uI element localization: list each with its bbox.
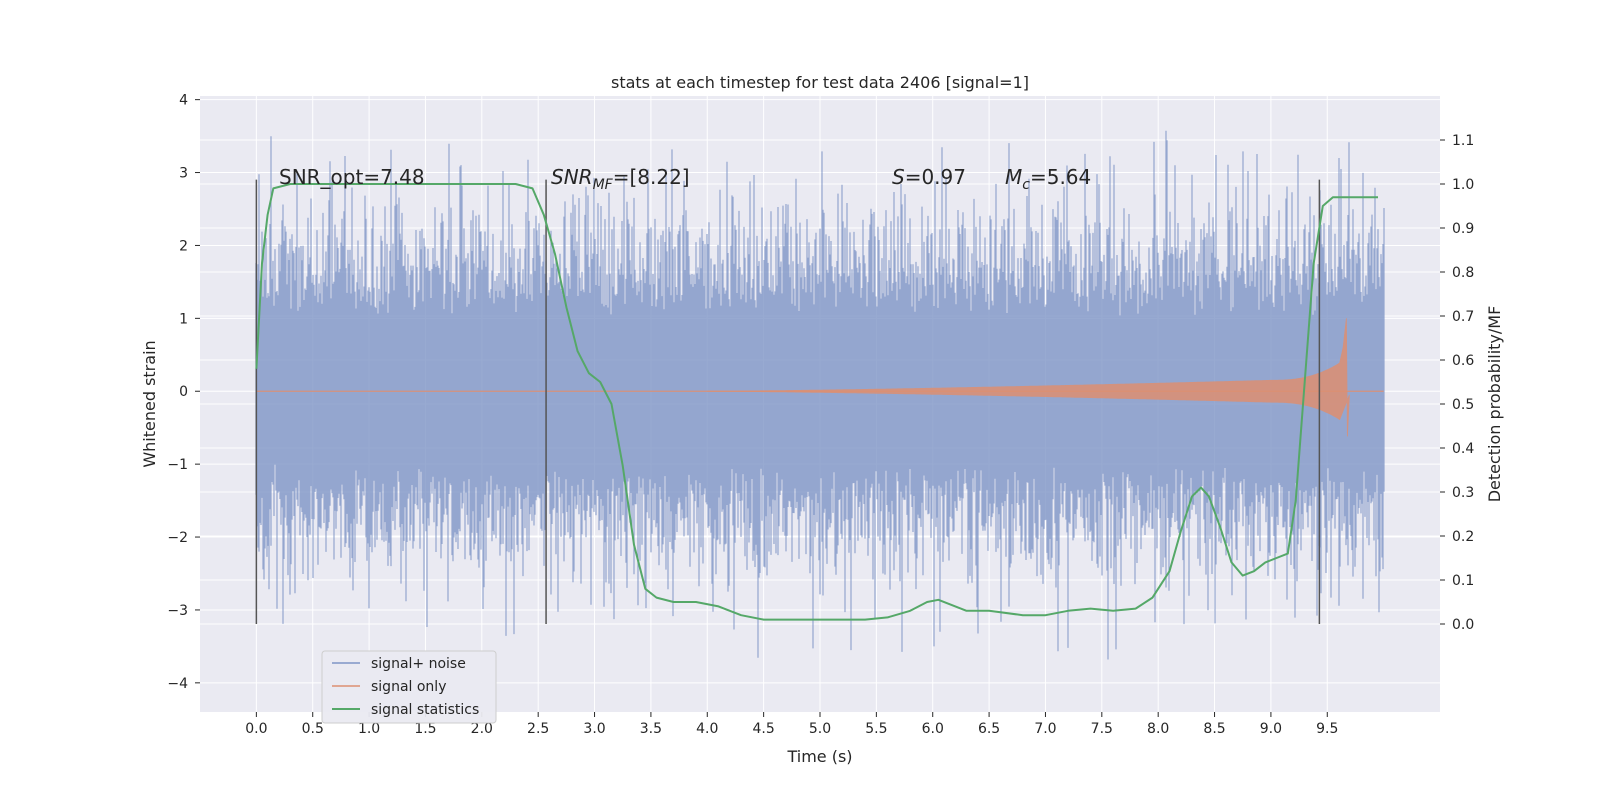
y2-tick-label: 0.8 bbox=[1452, 265, 1474, 281]
legend-entry-signal-noise: signal+ noise bbox=[371, 656, 466, 672]
x-tick-label: 3.0 bbox=[583, 721, 605, 737]
y-tick-label: 1 bbox=[179, 311, 188, 327]
x-tick-label: 7.5 bbox=[1091, 721, 1113, 737]
y-tick-label: 3 bbox=[179, 166, 188, 182]
x-tick-label: 2.5 bbox=[527, 721, 549, 737]
mc-label: M bbox=[1005, 165, 1022, 189]
x-tick-label: 2.0 bbox=[471, 721, 493, 737]
annotation-snr-opt: SNR_opt=7.48 bbox=[279, 165, 425, 189]
y-tick-label: 4 bbox=[179, 93, 188, 109]
signal-only-series bbox=[256, 318, 1384, 437]
y-tick-label: −3 bbox=[167, 603, 188, 619]
x-tick-label: 5.0 bbox=[809, 721, 831, 737]
y2-tick-label: 0.9 bbox=[1452, 221, 1474, 237]
y-tick-label: 0 bbox=[179, 384, 188, 400]
mc-subscript: c bbox=[1022, 177, 1030, 193]
chart-title: stats at each timestep for test data 240… bbox=[611, 73, 1029, 92]
y2-tick-label: 0.4 bbox=[1452, 441, 1474, 457]
y2-tick-label: 0.5 bbox=[1452, 397, 1474, 413]
y2-tick-label: 1.1 bbox=[1452, 133, 1474, 149]
legend: signal+ noise signal only signal statist… bbox=[321, 650, 497, 724]
s-value: =0.97 bbox=[905, 165, 966, 189]
y-tick-label: −2 bbox=[167, 530, 188, 546]
x-tick-label: 9.0 bbox=[1260, 721, 1282, 737]
y2-ticks: 1.1 1.0 0.9 0.8 0.7 0.6 0.5 0.4 0.3 0.2 0.1 0.0 bbox=[1440, 133, 1474, 633]
x-tick-label: 7.0 bbox=[1034, 721, 1056, 737]
legend-box bbox=[321, 650, 497, 724]
x-tick-label: 6.0 bbox=[922, 721, 944, 737]
y-ticks: 4 3 2 1 0 −1 −2 −3 −4 bbox=[167, 93, 200, 692]
x-tick-label: 8.5 bbox=[1203, 721, 1225, 737]
legend-entry-signal-only: signal only bbox=[371, 679, 446, 695]
annotation-s: S=0.97 bbox=[892, 165, 966, 189]
snr-mf-value: =[8.22] bbox=[613, 165, 690, 189]
x-tick-label: 0.0 bbox=[245, 721, 267, 737]
marker-lines bbox=[255, 179, 1321, 624]
snr-mf-label: SNR bbox=[551, 165, 593, 189]
x-tick-label: 3.5 bbox=[640, 721, 662, 737]
y2-tick-label: 0.1 bbox=[1452, 573, 1474, 589]
x-axis-label: Time (s) bbox=[786, 747, 852, 766]
y2-tick-label: 0.6 bbox=[1452, 353, 1474, 369]
x-tick-label: 1.0 bbox=[358, 721, 380, 737]
x-tick-label: 6.5 bbox=[978, 721, 1000, 737]
y2-tick-label: 1.0 bbox=[1452, 177, 1474, 193]
annotation-snr-mf: SNRMF=[8.22] bbox=[551, 165, 690, 193]
x-tick-label: 8.0 bbox=[1147, 721, 1169, 737]
snr-mf-subscript: MF bbox=[593, 177, 614, 193]
y-tick-label: 2 bbox=[179, 238, 188, 254]
signal-only-chirp bbox=[707, 318, 1350, 437]
annotation-mc: Mc=5.64 bbox=[1005, 165, 1091, 193]
y2-tick-label: 0.3 bbox=[1452, 485, 1474, 501]
signal-statistics-line bbox=[255, 183, 1378, 621]
s-label: S bbox=[892, 165, 905, 189]
signal-statistics-series bbox=[255, 183, 1378, 621]
mc-value: =5.64 bbox=[1030, 165, 1091, 189]
x-tick-label: 4.0 bbox=[696, 721, 718, 737]
y-tick-label: −4 bbox=[167, 676, 188, 692]
y-axis-label: Whitened strain bbox=[140, 340, 159, 467]
x-tick-label: 1.5 bbox=[414, 721, 436, 737]
legend-entry-signal-statistics: signal statistics bbox=[371, 702, 479, 718]
y2-tick-label: 0.7 bbox=[1452, 309, 1474, 325]
x-tick-label: 0.5 bbox=[302, 721, 324, 737]
y2-axis-label: Detection probability/MF bbox=[1485, 306, 1504, 503]
x-tick-label: 5.5 bbox=[865, 721, 887, 737]
x-tick-label: 9.5 bbox=[1316, 721, 1338, 737]
x-ticks: 0.0 0.5 1.0 1.5 2.0 2.5 3.0 3.5 4.0 4.5 5.0 5.5 6.0 6… bbox=[245, 712, 1338, 737]
y2-tick-label: 0.2 bbox=[1452, 529, 1474, 545]
x-tick-label: 4.5 bbox=[753, 721, 775, 737]
y2-tick-label: 0.0 bbox=[1452, 617, 1474, 633]
y-tick-label: −1 bbox=[167, 457, 188, 473]
